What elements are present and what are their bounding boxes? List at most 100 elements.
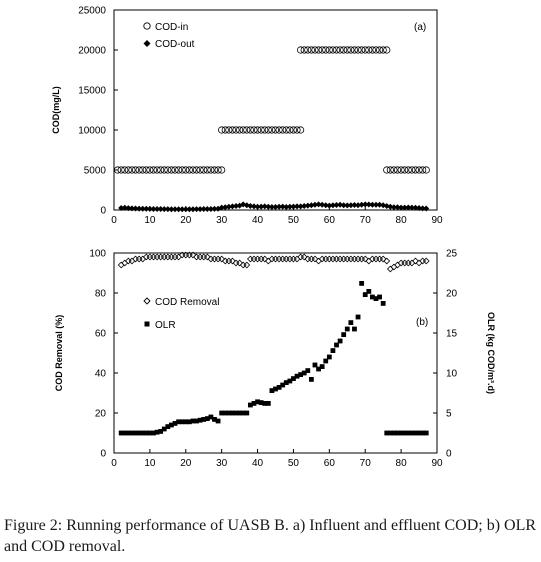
chart-b-point-olr: [391, 430, 397, 436]
chart-b-point-cod-removal: [304, 255, 312, 263]
chart-b-x-tick-label: 0: [111, 458, 117, 469]
chart-b-point-cod-removal: [343, 255, 351, 263]
chart-a-point-cod-in: [415, 166, 423, 174]
chart-b: 0 10 20 30 40 50 60 70 80 90020406080100051015202…: [54, 249, 496, 470]
chart-a-y-tick-label: 20000: [78, 46, 106, 57]
chart-b-point-cod-removal: [282, 255, 290, 263]
chart-a-point-cod-in: [268, 126, 276, 134]
chart-a-point-cod-out: [136, 205, 143, 212]
chart-b-point-olr: [273, 386, 278, 392]
chart-b-y-tick-label: 0: [100, 449, 106, 460]
chart-b-point-cod-removal: [193, 253, 200, 261]
chart-b-point-olr: [265, 401, 271, 406]
chart-a-point-cod-in: [293, 126, 301, 134]
chart-b-point-olr: [161, 426, 167, 432]
chart-a-x-tick-label: 80: [396, 215, 408, 226]
chart-b-x-tick-label: 20: [180, 458, 192, 469]
chart-b-point-cod-removal: [290, 255, 297, 263]
chart-b-point-cod-removal: [311, 255, 319, 263]
chart-a-point-cod-in: [411, 166, 420, 174]
chart-b-point-cod-removal: [225, 257, 233, 265]
chart-a-point-cod-out: [423, 205, 430, 212]
chart-b-point-cod-removal: [408, 259, 416, 267]
chart-b-point-olr: [125, 430, 131, 436]
chart-b-point-cod-removal: [351, 255, 358, 263]
chart-a-point-cod-out: [416, 205, 423, 211]
chart-b-point-cod-removal: [160, 253, 168, 261]
chart-b-y-tick-label: 40: [95, 369, 107, 380]
chart-a-point-cod-in: [203, 166, 211, 174]
chart-b-point-cod-removal: [297, 253, 304, 261]
chart-a-point-cod-out: [412, 204, 419, 211]
chart-b-point-olr: [355, 314, 361, 320]
chart-b-point-olr: [362, 292, 368, 297]
chart-b-point-olr: [308, 377, 314, 382]
chart-a-point-cod-out: [172, 206, 179, 213]
chart-b-point-cod-removal: [168, 253, 175, 261]
chart-b-point-cod-removal: [268, 255, 276, 263]
legend-label-cod-in: COD-in: [155, 22, 188, 33]
chart-b-point-olr: [359, 281, 365, 286]
chart-b-point-cod-removal: [279, 255, 287, 263]
chart-a-point-cod-out: [362, 201, 369, 208]
chart-a-point-cod-out: [394, 204, 401, 211]
chart-b-point-cod-removal: [415, 259, 423, 267]
chart-b-point-cod-removal: [300, 253, 308, 261]
chart-b-point-cod-removal: [369, 255, 376, 263]
chart-a-point-cod-in: [200, 166, 208, 174]
chart-a-point-cod-in: [307, 46, 315, 54]
chart-a-point-cod-out: [405, 204, 412, 211]
chart-b-point-cod-removal: [257, 255, 265, 263]
chart-a-point-cod-in: [336, 46, 344, 54]
chart-a-point-cod-out: [268, 203, 275, 210]
chart-b-point-cod-removal: [132, 255, 139, 263]
chart-a-point-cod-in: [160, 166, 168, 174]
chart-a-point-cod-out: [233, 203, 240, 209]
chart-b-y-tick-label: 60: [95, 329, 107, 340]
chart-b-point-olr: [287, 378, 293, 384]
chart-a-point-cod-in: [214, 166, 222, 174]
chart-a-point-cod-in: [383, 46, 391, 54]
chart-b-point-cod-removal: [354, 255, 362, 263]
chart-b-point-olr: [172, 421, 178, 426]
chart-a-point-cod-out: [308, 202, 315, 209]
chart-a-point-cod-out: [369, 201, 376, 208]
chart-b-point-cod-removal: [329, 255, 337, 263]
chart-a-y-tick-label: 15000: [78, 86, 106, 97]
chart-a-axes: 0 10 20 30 40 50 60 70 80 90 0 5000 10000 15000 20000 2…: [78, 6, 443, 227]
chart-b-point-cod-removal: [150, 253, 157, 261]
chart-a-point-cod-in: [218, 126, 226, 134]
chart-b-point-olr: [420, 430, 426, 436]
chart-b-point-cod-removal: [164, 253, 172, 261]
chart-a-point-cod-in: [347, 46, 355, 54]
chart-a-point-cod-out: [204, 206, 211, 213]
chart-b-point-cod-removal: [135, 255, 143, 263]
chart-a-point-cod-in: [128, 166, 136, 174]
chart-a-point-cod-out: [139, 205, 146, 212]
chart-a-point-cod-in: [232, 126, 240, 134]
chart-a-point-cod-out: [294, 203, 301, 210]
chart-a-point-cod-out: [347, 202, 354, 209]
chart-b-point-olr: [230, 410, 235, 416]
chart-b-point-olr: [140, 430, 146, 436]
chart-b-point-cod-removal: [325, 255, 333, 263]
chart-a-point-cod-in: [264, 126, 272, 134]
chart-a-point-cod-out: [340, 202, 347, 209]
chart-a-x-tick-label: 70: [360, 215, 372, 226]
chart-b-point-olr: [352, 326, 357, 332]
chart-a-point-cod-out: [189, 206, 196, 213]
chart-a-point-cod-in: [282, 126, 290, 134]
chart-a-point-cod-in: [236, 126, 244, 134]
chart-b-point-cod-removal: [239, 261, 247, 269]
chart-b-point-olr: [366, 289, 372, 294]
chart-a-point-cod-out: [154, 206, 161, 213]
chart-b-point-olr: [133, 430, 138, 436]
chart-b-point-cod-removal: [333, 255, 340, 263]
chart-b-point-cod-removal: [340, 255, 348, 263]
chart-a-point-cod-in: [354, 46, 362, 54]
chart-b-point-cod-removal: [200, 253, 208, 261]
chart-b-point-cod-removal: [386, 265, 394, 273]
chart-a-point-cod-in: [318, 46, 326, 54]
chart-b-point-cod-removal: [121, 259, 129, 267]
chart-a-panel-label: (a): [414, 22, 426, 33]
